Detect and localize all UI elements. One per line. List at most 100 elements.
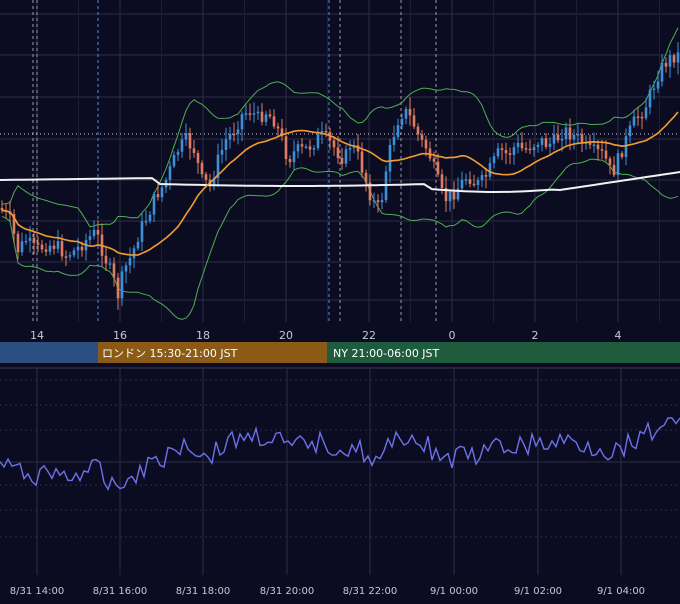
osc-x-tick-5: 9/1 00:00 [430,586,478,597]
candle-body-153 [612,164,616,176]
candle-body-131 [524,148,528,150]
oscillator-x-axis: 8/31 14:00 8/31 16:00 8/31 18:00 8/31 20:00… [10,586,645,597]
candle-body-0 [0,208,4,211]
candle-body-90 [360,151,364,173]
candle-body-116 [464,179,468,181]
candle-body-161 [644,107,648,119]
candle-body-165 [660,62,664,82]
candle-body-49 [196,153,200,164]
candle-body-57 [228,133,232,140]
candle-body-8 [32,237,36,243]
candle-body-62 [248,113,252,115]
candle-body-46 [184,133,188,140]
candle-body-55 [220,149,224,155]
session-label-ny: NY 21:00-06:00 JST [333,347,440,360]
candle-body-66 [264,114,268,122]
candle-body-60 [240,114,244,130]
candle-body-159 [636,116,640,119]
candle-body-30 [120,271,124,299]
candle-body-156 [624,136,628,157]
candle-body-124 [496,148,500,157]
candle-body-83 [332,140,336,148]
candle-body-114 [456,188,460,200]
candle-body-51 [204,174,208,180]
candle-body-33 [132,248,136,259]
candle-body-160 [640,116,644,119]
candle-body-126 [504,150,508,154]
candle-body-133 [532,146,536,151]
candle-body-64 [256,111,260,114]
price-x-tick-2: 18 [196,329,210,342]
candle-body-166 [664,62,668,67]
session-bar-ny [327,342,680,363]
oscillator-gridlines [0,368,680,575]
candle-body-3 [12,214,16,234]
candle-body-19 [76,246,80,251]
price-x-tick-3: 20 [279,329,293,342]
candle-body-95 [380,200,384,203]
candle-body-74 [296,144,300,152]
candle-body-69 [276,126,280,129]
price-x-tick-0: 14 [30,329,44,342]
candle-body-136 [544,138,548,147]
candle-body-70 [280,128,284,137]
candle-body-5 [20,241,24,253]
candle-body-27 [108,263,112,265]
candle-body-58 [232,133,236,136]
candle-body-12 [48,245,52,252]
candle-body-118 [472,183,476,186]
candle-body-98 [392,136,396,145]
candle-body-28 [112,263,116,278]
candle-body-145 [580,134,584,144]
candle-body-137 [548,143,552,147]
candle-body-10 [40,244,44,250]
candle-body-152 [608,158,612,165]
osc-x-tick-7: 9/1 04:00 [597,586,645,597]
candle-body-89 [356,145,360,152]
candle-body-135 [540,138,544,145]
candle-body-127 [508,153,512,155]
candle-body-138 [552,134,556,144]
ma-short-line [1,111,679,256]
price-x-tick-5: 0 [449,329,456,342]
candle-body-85 [340,157,344,164]
candle-body-17 [68,255,72,257]
price-x-tick-7: 4 [615,329,622,342]
candle-body-47 [188,133,192,149]
candle-body-91 [364,172,368,183]
candle-body-100 [400,118,404,126]
candle-body-151 [604,150,608,159]
candle-body-45 [180,139,184,152]
candle-body-168 [672,55,676,63]
candle-body-24 [96,229,100,235]
candle-body-120 [480,175,484,181]
bollinger-upper [1,27,679,228]
candle-body-150 [600,149,604,151]
candle-body-112 [448,191,452,202]
candle-body-111 [444,187,448,202]
candle-body-143 [572,135,576,140]
candle-body-15 [60,241,64,257]
candle-body-26 [104,255,108,264]
session-bar-tokyo [0,342,98,363]
candle-body-13 [52,245,56,249]
candle-body-97 [388,144,392,172]
candle-body-142 [568,127,572,140]
candle-body-122 [488,163,492,177]
candle-body-23 [92,229,96,237]
candle-body-42 [168,166,172,180]
candle-body-147 [588,141,592,145]
candle-body-94 [376,200,380,203]
candle-body-72 [288,159,292,163]
candle-body-37 [148,214,152,221]
candle-body-105 [420,134,424,140]
candle-body-115 [460,179,464,189]
price-x-tick-6: 2 [532,329,539,342]
candle-body-16 [64,256,68,258]
osc-x-tick-6: 9/1 02:00 [514,586,562,597]
candle-body-158 [632,116,636,126]
candle-body-123 [492,156,496,164]
bollinger-lower [1,158,679,320]
candle-body-87 [348,148,352,150]
